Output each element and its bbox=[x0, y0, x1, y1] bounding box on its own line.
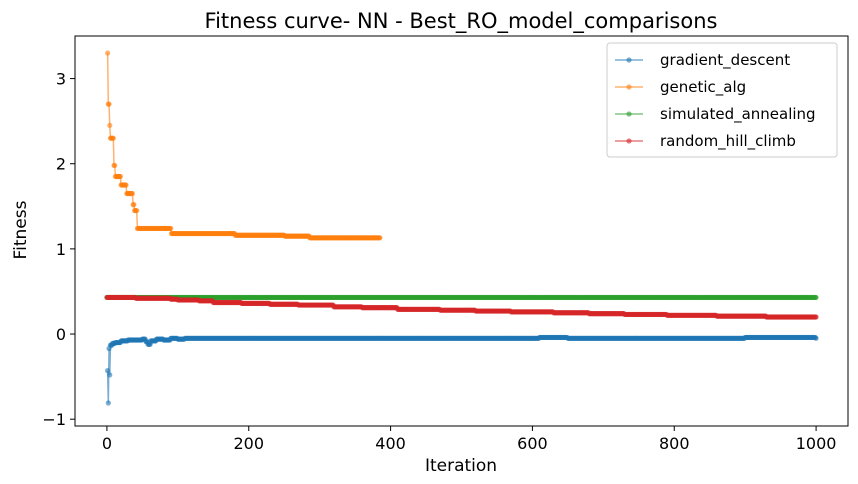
data-point bbox=[105, 400, 111, 406]
data-point bbox=[123, 182, 129, 188]
data-point bbox=[112, 162, 118, 169]
series-gradient-descent bbox=[105, 334, 819, 406]
y-axis-ticks: −1 0 1 2 3 bbox=[42, 70, 75, 429]
x-tick-label: 1000 bbox=[796, 434, 837, 453]
x-tick-label: 200 bbox=[233, 434, 264, 453]
series-markers bbox=[105, 50, 383, 241]
data-point bbox=[107, 122, 113, 129]
y-tick-label: 2 bbox=[56, 155, 66, 174]
series-line bbox=[106, 53, 380, 239]
x-tick-label: 400 bbox=[375, 434, 406, 453]
x-tick-label: 0 bbox=[102, 434, 112, 453]
data-point bbox=[131, 202, 137, 208]
y-tick-label: −1 bbox=[42, 410, 66, 429]
legend-item: simulated_annealing bbox=[615, 105, 816, 124]
legend-swatch-marker bbox=[626, 138, 632, 144]
data-point bbox=[168, 225, 174, 232]
data-point bbox=[813, 294, 819, 301]
data-point bbox=[105, 50, 111, 56]
legend: gradient_descent genetic_alg simulated_ann… bbox=[606, 42, 838, 158]
legend-label: genetic_alg bbox=[660, 78, 746, 97]
data-point bbox=[813, 335, 819, 341]
data-point bbox=[377, 235, 383, 241]
data-point bbox=[117, 173, 123, 180]
legend-label: random_hill_climb bbox=[660, 132, 796, 151]
legend-swatch-marker bbox=[626, 57, 632, 63]
legend-swatch-marker bbox=[626, 84, 632, 90]
data-point bbox=[105, 368, 111, 374]
x-axis-label: Iteration bbox=[425, 456, 497, 476]
legend-item: gradient_descent bbox=[615, 51, 790, 70]
data-point bbox=[110, 135, 116, 141]
legend-item: genetic_alg bbox=[615, 78, 746, 97]
legend-label: gradient_descent bbox=[660, 51, 790, 70]
data-point bbox=[813, 314, 819, 320]
series-simulated-annealing bbox=[104, 294, 819, 301]
legend-label: simulated_annealing bbox=[660, 105, 816, 124]
series-markers bbox=[105, 334, 819, 406]
y-tick-label: 3 bbox=[56, 70, 66, 89]
x-tick-label: 800 bbox=[659, 434, 690, 453]
data-point bbox=[107, 372, 113, 378]
series-line bbox=[106, 336, 817, 404]
x-tick-label: 600 bbox=[517, 434, 548, 453]
data-point bbox=[106, 101, 112, 107]
data-point bbox=[134, 207, 140, 214]
y-tick-label: 1 bbox=[56, 240, 66, 259]
x-axis-ticks: 0 200 400 600 800 1000 bbox=[102, 426, 837, 453]
data-point bbox=[129, 190, 136, 197]
legend-swatch-marker bbox=[626, 111, 632, 117]
plot-marks bbox=[104, 50, 819, 406]
series-random-hill-climb bbox=[104, 294, 819, 320]
series-markers bbox=[104, 294, 819, 301]
legend-item: random_hill_climb bbox=[615, 132, 796, 151]
series-markers bbox=[104, 294, 819, 320]
y-tick-label: 0 bbox=[56, 325, 66, 344]
chart-title: Fitness curve- NN - Best_RO_model_compar… bbox=[205, 9, 718, 34]
y-axis-label: Fitness bbox=[11, 200, 31, 259]
series-genetic-alg bbox=[105, 50, 383, 241]
legend-box bbox=[606, 42, 838, 158]
plot-frame bbox=[74, 35, 849, 427]
